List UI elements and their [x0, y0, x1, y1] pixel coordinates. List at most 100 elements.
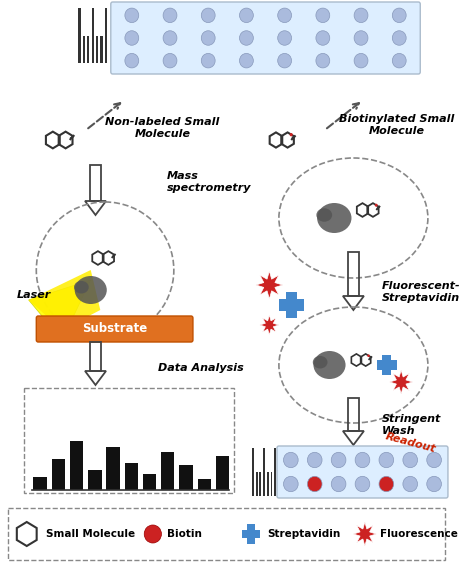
Text: Streptavidin: Streptavidin — [267, 529, 341, 539]
FancyBboxPatch shape — [83, 35, 85, 63]
Circle shape — [316, 54, 330, 68]
Circle shape — [278, 8, 292, 23]
Polygon shape — [256, 271, 283, 299]
Circle shape — [379, 476, 394, 492]
Polygon shape — [390, 370, 412, 394]
Circle shape — [278, 54, 292, 68]
Circle shape — [331, 476, 346, 492]
Circle shape — [163, 31, 177, 45]
Circle shape — [375, 204, 378, 207]
Circle shape — [283, 476, 298, 492]
Circle shape — [239, 31, 253, 45]
Circle shape — [278, 31, 292, 45]
FancyBboxPatch shape — [263, 448, 265, 496]
Polygon shape — [28, 270, 100, 330]
FancyBboxPatch shape — [36, 316, 193, 342]
Text: Substrate: Substrate — [82, 323, 147, 336]
Circle shape — [201, 54, 215, 68]
Circle shape — [367, 355, 370, 357]
FancyBboxPatch shape — [242, 530, 260, 538]
Circle shape — [125, 54, 139, 68]
FancyBboxPatch shape — [256, 472, 258, 496]
Circle shape — [316, 8, 330, 23]
Polygon shape — [28, 280, 91, 340]
FancyBboxPatch shape — [277, 446, 448, 498]
FancyBboxPatch shape — [279, 299, 303, 311]
Circle shape — [354, 54, 368, 68]
Circle shape — [125, 31, 139, 45]
FancyBboxPatch shape — [247, 524, 255, 544]
Circle shape — [379, 452, 394, 468]
Text: Biotin: Biotin — [167, 529, 202, 539]
Text: Laser: Laser — [17, 290, 52, 300]
FancyBboxPatch shape — [383, 355, 392, 375]
FancyBboxPatch shape — [198, 479, 211, 490]
Circle shape — [403, 476, 418, 492]
FancyBboxPatch shape — [105, 8, 107, 63]
Ellipse shape — [313, 351, 346, 379]
FancyBboxPatch shape — [100, 35, 102, 63]
FancyBboxPatch shape — [111, 2, 420, 74]
Text: Biotinylated Small
Molecule: Biotinylated Small Molecule — [339, 114, 454, 136]
Text: Data Analysis: Data Analysis — [157, 363, 243, 373]
Text: Readout: Readout — [384, 432, 438, 455]
Circle shape — [163, 8, 177, 23]
FancyBboxPatch shape — [259, 472, 261, 496]
Text: Non-labeled Small
Molecule: Non-labeled Small Molecule — [105, 117, 219, 139]
FancyBboxPatch shape — [106, 447, 120, 490]
FancyBboxPatch shape — [125, 463, 138, 490]
Text: Small Molecule: Small Molecule — [46, 529, 135, 539]
Text: Stringent
Wash: Stringent Wash — [382, 414, 441, 436]
Circle shape — [125, 8, 139, 23]
Circle shape — [239, 8, 253, 23]
Ellipse shape — [74, 281, 89, 293]
FancyBboxPatch shape — [377, 360, 397, 369]
FancyBboxPatch shape — [52, 459, 65, 490]
Ellipse shape — [75, 276, 107, 304]
FancyBboxPatch shape — [274, 448, 276, 496]
Ellipse shape — [316, 208, 332, 222]
Circle shape — [201, 8, 215, 23]
FancyBboxPatch shape — [267, 472, 269, 496]
Circle shape — [355, 476, 370, 492]
FancyBboxPatch shape — [70, 440, 83, 490]
FancyBboxPatch shape — [88, 470, 101, 490]
Circle shape — [307, 476, 322, 492]
FancyBboxPatch shape — [286, 292, 297, 318]
Circle shape — [392, 31, 406, 45]
FancyBboxPatch shape — [252, 448, 254, 496]
Circle shape — [316, 31, 330, 45]
FancyBboxPatch shape — [179, 465, 192, 490]
Ellipse shape — [317, 203, 352, 233]
Polygon shape — [354, 522, 376, 546]
Circle shape — [392, 54, 406, 68]
FancyBboxPatch shape — [34, 477, 47, 490]
Circle shape — [163, 54, 177, 68]
FancyBboxPatch shape — [143, 474, 156, 490]
Text: Fluorescent-
Streptavidin: Fluorescent- Streptavidin — [382, 281, 461, 303]
FancyBboxPatch shape — [87, 35, 89, 63]
Circle shape — [392, 8, 406, 23]
Circle shape — [290, 133, 293, 136]
Circle shape — [403, 452, 418, 468]
Circle shape — [239, 54, 253, 68]
Circle shape — [427, 476, 441, 492]
Text: Mass
spectrometry: Mass spectrometry — [167, 171, 252, 193]
Circle shape — [331, 452, 346, 468]
Circle shape — [283, 452, 298, 468]
Circle shape — [355, 452, 370, 468]
Circle shape — [354, 8, 368, 23]
Polygon shape — [260, 315, 279, 335]
Circle shape — [354, 31, 368, 45]
FancyBboxPatch shape — [91, 8, 94, 63]
FancyBboxPatch shape — [271, 472, 273, 496]
Circle shape — [427, 452, 441, 468]
Ellipse shape — [313, 356, 328, 368]
Circle shape — [144, 525, 162, 543]
Text: Fluorescence: Fluorescence — [380, 529, 458, 539]
FancyBboxPatch shape — [78, 8, 81, 63]
FancyBboxPatch shape — [161, 452, 174, 490]
Circle shape — [307, 452, 322, 468]
Circle shape — [201, 31, 215, 45]
FancyBboxPatch shape — [216, 456, 229, 490]
